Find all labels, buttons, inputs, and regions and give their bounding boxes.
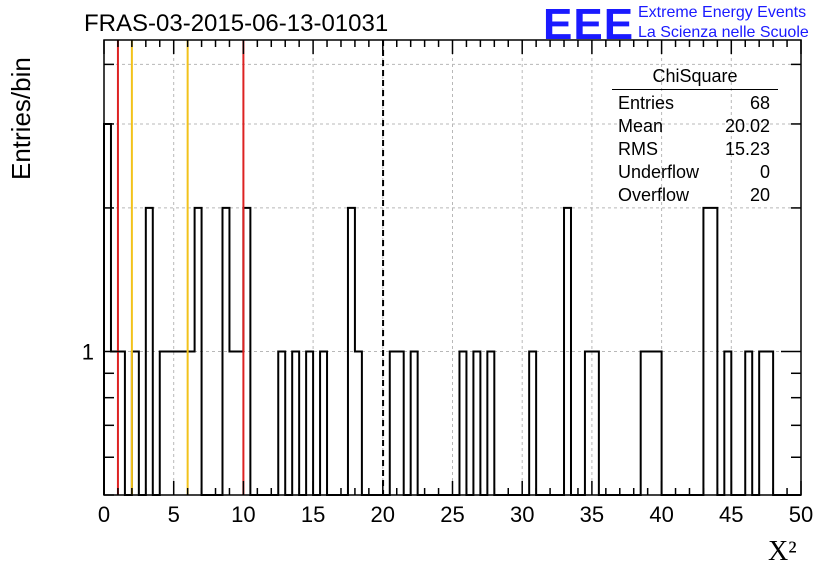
stats-value: 20: [749, 185, 770, 205]
x-tick-label: 45: [719, 502, 743, 527]
histogram-bar: [278, 351, 285, 495]
histogram-bar: [641, 351, 648, 495]
x-tick-label: 30: [510, 502, 534, 527]
y-axis-label: Entries/bin: [6, 57, 36, 180]
histogram-bar: [132, 351, 139, 495]
histogram-bar: [473, 351, 480, 495]
stats-row-entries: Entries 68: [612, 92, 778, 115]
histogram-bar: [564, 208, 571, 495]
histogram-bar: [397, 351, 404, 495]
histogram-bar: [592, 351, 599, 495]
histogram-bar: [188, 351, 195, 495]
stats-row-underflow: Underflow 0: [612, 161, 778, 184]
stats-row-rms: RMS 15.23: [612, 138, 778, 161]
histogram-bar: [320, 351, 327, 495]
histogram-bar: [529, 351, 536, 495]
histogram-bar: [648, 351, 655, 495]
histogram-bar: [759, 351, 766, 495]
x-tick-label: 25: [440, 502, 464, 527]
histogram-bar: [167, 351, 174, 495]
histogram-bar: [236, 351, 243, 495]
histogram-bar: [745, 351, 752, 495]
stats-value: 0: [759, 162, 770, 182]
histogram-bar: [292, 351, 299, 495]
histogram-bar: [229, 351, 236, 495]
histogram-bar: [655, 351, 662, 495]
x-tick-label: 10: [231, 502, 255, 527]
x-tick-label: 0: [98, 502, 110, 527]
x-axis-label: X²: [768, 536, 797, 567]
histogram-bar: [390, 351, 397, 495]
stats-value: 15.23: [724, 139, 770, 159]
x-tick-label: 35: [580, 502, 604, 527]
stats-label: Mean: [618, 116, 664, 136]
histogram-bar: [348, 208, 355, 495]
y-tick-label: 1: [82, 339, 94, 364]
histogram-bar: [710, 208, 717, 495]
histogram-bar: [160, 351, 167, 495]
stats-value: 68: [749, 93, 770, 113]
histogram-bar: [306, 351, 313, 495]
stats-title: ChiSquare: [612, 66, 778, 90]
histogram-bar: [411, 351, 418, 495]
chart-title: FRAS-03-2015-06-13-01031: [84, 10, 389, 37]
x-tick-label: 50: [789, 502, 813, 527]
logo-line-1: Extreme Energy Events: [638, 4, 807, 21]
stats-box: ChiSquare Entries 68 Mean 20.02 RMS 15.2…: [612, 66, 778, 207]
x-tick-label: 20: [371, 502, 395, 527]
x-tick-label: 5: [168, 502, 180, 527]
histogram-bar: [181, 351, 188, 495]
histogram-bar: [724, 351, 731, 495]
histogram-bar: [195, 208, 202, 495]
histogram-bar: [174, 351, 181, 495]
histogram-bar: [222, 208, 229, 495]
logo-line-2: La Scienza nelle Scuole: [638, 24, 809, 41]
histogram-bar: [243, 208, 250, 495]
histogram-bar: [487, 351, 494, 495]
histogram-bar: [766, 351, 773, 495]
histogram-bar: [104, 124, 111, 495]
x-tick-label: 40: [649, 502, 673, 527]
histogram-bar: [146, 208, 153, 495]
x-tick-label: 15: [301, 502, 325, 527]
stats-label: Entries: [618, 93, 675, 113]
stats-label: Overflow: [618, 185, 690, 205]
stats-value: 20.02: [724, 116, 770, 136]
histogram-bar: [355, 351, 362, 495]
stats-label: Underflow: [618, 162, 700, 182]
histogram-bar: [703, 208, 710, 495]
stats-label: RMS: [618, 139, 658, 159]
eee-logo: EEE: [543, 0, 635, 49]
histogram-bar: [585, 351, 592, 495]
stats-row-mean: Mean 20.02: [612, 115, 778, 138]
stats-row-overflow: Overflow 20: [612, 184, 778, 207]
histogram-bar: [118, 351, 125, 495]
histogram-bar: [459, 351, 466, 495]
